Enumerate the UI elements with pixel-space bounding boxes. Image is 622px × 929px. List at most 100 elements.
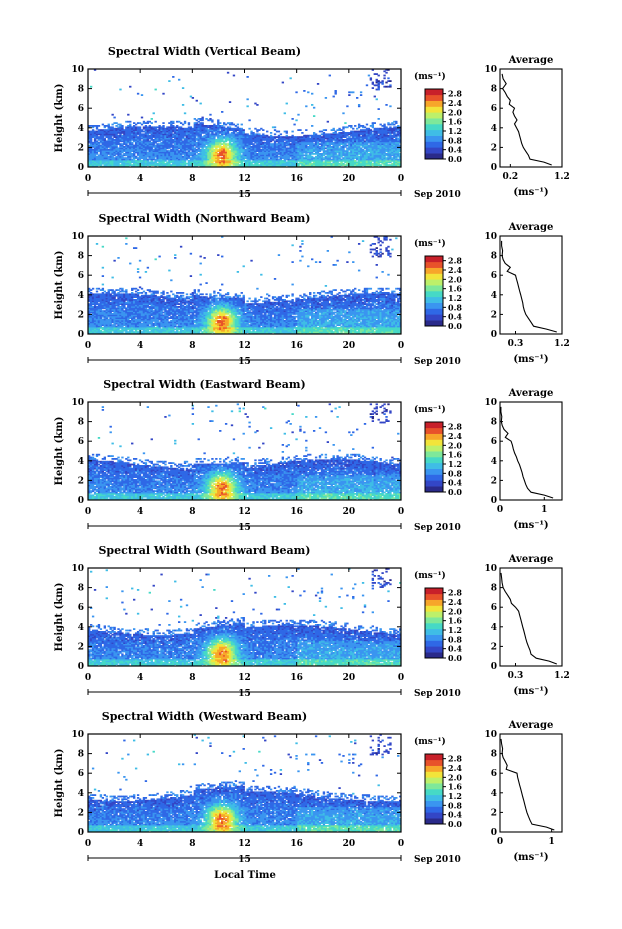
heatmap-cell xyxy=(238,150,241,152)
heatmap-cell xyxy=(107,158,110,161)
heatmap-cell xyxy=(197,153,200,155)
heatmap-cell xyxy=(316,160,320,162)
heatmap-cell xyxy=(293,147,296,150)
heatmap-cell xyxy=(134,130,138,133)
heatmap-cell xyxy=(309,150,312,152)
heatmap-cell xyxy=(266,143,269,145)
heatmap-cell xyxy=(158,126,161,129)
heatmap-cell xyxy=(115,139,118,141)
heatmap-cell xyxy=(232,136,236,138)
heatmap-cell xyxy=(101,150,105,152)
heatmap-cell xyxy=(197,139,200,141)
heatmap-cell xyxy=(252,143,255,145)
heatmap-cell xyxy=(150,141,153,144)
heatmap-cell xyxy=(164,141,167,144)
heatmap-cell xyxy=(150,129,153,131)
heatmap-cell xyxy=(115,331,118,333)
heatmap-cell xyxy=(97,150,101,152)
heatmap-cell xyxy=(260,153,263,155)
heatmap-cell xyxy=(391,162,394,165)
heatmap-cell xyxy=(221,157,224,159)
heatmap-cell xyxy=(395,154,398,157)
heatmap-cell xyxy=(174,165,177,167)
heatmap-cell xyxy=(293,161,296,164)
heatmap-cell xyxy=(129,132,132,134)
heatmap-cell xyxy=(332,133,335,136)
heatmap-cell xyxy=(121,328,124,331)
heatmap-cell xyxy=(140,148,144,151)
heatmap-cell xyxy=(369,140,373,143)
heatmap-cell xyxy=(352,132,355,134)
heatmap-cell xyxy=(121,301,124,304)
heatmap-cell xyxy=(209,118,212,120)
heatmap-cell xyxy=(183,153,187,155)
heatmap-cell xyxy=(91,287,95,290)
heatmap-cell xyxy=(328,154,331,157)
heatmap-cell xyxy=(328,153,331,155)
heatmap-cell xyxy=(209,161,212,164)
heatmap-cell xyxy=(217,153,220,155)
heatmap-cell xyxy=(344,155,347,158)
heatmap-cell xyxy=(328,133,331,136)
heatmap-cell xyxy=(383,136,386,138)
heatmap-cell xyxy=(199,132,202,134)
heatmap-cell xyxy=(266,130,269,133)
heatmap-cell xyxy=(316,148,320,151)
heatmap-cell xyxy=(399,130,401,133)
heatmap-cell xyxy=(266,144,269,147)
heatmap-cell xyxy=(144,161,148,164)
heatmap-cell xyxy=(377,74,380,77)
heatmap-cell xyxy=(346,155,349,158)
heatmap-cell xyxy=(154,133,157,136)
heatmap-cell xyxy=(174,127,177,130)
heatmap-cell xyxy=(150,158,153,161)
heatmap-cell xyxy=(236,133,240,136)
heatmap-cell xyxy=(287,158,290,161)
heatmap-cell xyxy=(291,151,294,154)
heatmap-cell xyxy=(371,143,375,145)
heatmap-cell xyxy=(170,133,173,136)
heatmap-cell xyxy=(332,139,335,141)
heatmap-cell xyxy=(340,155,343,158)
heatmap-cell xyxy=(262,134,265,137)
heatmap-cell xyxy=(115,148,118,151)
heatmap-cell xyxy=(197,134,200,137)
heatmap-cell xyxy=(117,292,120,294)
heatmap-cell xyxy=(369,151,373,154)
heatmap-cell xyxy=(172,148,175,151)
heatmap-cell xyxy=(174,154,177,157)
heatmap-cell xyxy=(379,155,382,158)
heatmap-cell xyxy=(176,162,179,165)
heatmap-cell xyxy=(152,158,155,161)
heatmap-cell xyxy=(193,137,196,140)
heatmap-cell xyxy=(136,92,140,95)
heatmap-cell xyxy=(260,134,263,137)
heatmap-cell xyxy=(131,133,134,136)
heatmap-cell xyxy=(150,148,153,151)
heatmap-cell xyxy=(250,133,253,136)
heatmap-cell xyxy=(93,306,97,308)
heatmap-cell xyxy=(248,161,251,164)
heatmap-cell xyxy=(148,134,151,137)
heatmap-cell xyxy=(379,165,382,167)
heatmap-cell xyxy=(289,147,292,150)
heatmap-cell xyxy=(125,134,128,137)
heatmap-cell xyxy=(305,161,308,164)
heatmap-cell xyxy=(158,139,161,141)
heatmap-cell xyxy=(95,140,99,143)
heatmap-cell xyxy=(273,150,277,152)
heatmap-cell xyxy=(399,139,401,141)
heatmap-cell xyxy=(109,308,112,311)
heatmap-cell xyxy=(356,147,359,150)
heatmap-cell xyxy=(174,150,177,152)
heatmap-cell xyxy=(97,136,101,138)
heatmap-cell xyxy=(338,144,341,147)
heatmap-cell xyxy=(371,136,375,138)
heatmap-cell xyxy=(138,154,142,157)
heatmap-cell xyxy=(89,133,93,136)
heatmap-cell xyxy=(152,162,155,165)
heatmap-cell xyxy=(93,313,97,315)
heatmap-cell xyxy=(342,148,345,151)
heatmap-cell xyxy=(240,146,243,148)
heatmap-cell xyxy=(95,311,99,314)
